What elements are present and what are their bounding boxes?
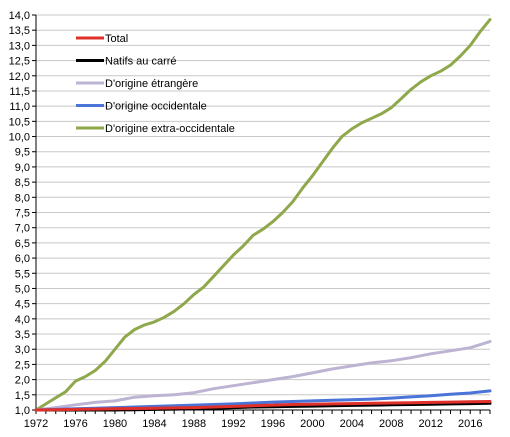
legend: Total Natifs au carré D'origine étrangère D… bbox=[76, 33, 235, 135]
x-tick-label: 1972 bbox=[24, 418, 48, 430]
x-tick-label: 2004 bbox=[340, 418, 364, 430]
series-lines bbox=[34, 18, 492, 412]
y-tick-label: 11,5 bbox=[9, 86, 30, 98]
x-tick-label: 2000 bbox=[300, 418, 324, 430]
y-tick-label: 11,0 bbox=[9, 101, 30, 113]
y-tick-label: 7,5 bbox=[15, 208, 30, 220]
y-tick-label: 3,5 bbox=[15, 329, 30, 341]
y-tick-label: 3,0 bbox=[15, 344, 30, 356]
y-tick-label: 4,5 bbox=[15, 299, 30, 311]
y-tick-label: 13,5 bbox=[9, 25, 30, 37]
legend-label: Natifs au carré bbox=[105, 56, 177, 68]
y-tick-label: 8,5 bbox=[15, 177, 30, 189]
y-tick-label: 2,5 bbox=[15, 359, 30, 371]
y-tick-label: 14,0 bbox=[9, 10, 30, 22]
y-tick-label: 2,0 bbox=[15, 375, 30, 387]
x-axis-ticks: 1972 1976 1980 1984 1988 1992 1996 2000 2004 2008… bbox=[24, 410, 491, 430]
legend-label: D'origine extra-occidentale bbox=[105, 123, 235, 135]
y-tick-label: 10,0 bbox=[9, 132, 30, 144]
y-tick-label: 9,0 bbox=[15, 162, 30, 174]
y-tick-label: 12,0 bbox=[9, 71, 30, 83]
y-tick-label: 10,5 bbox=[9, 116, 30, 128]
y-tick-label: 4,0 bbox=[15, 314, 30, 326]
x-tick-label: 1984 bbox=[142, 418, 166, 430]
x-tick-label: 1996 bbox=[261, 418, 285, 430]
y-tick-label: 1,0 bbox=[15, 405, 30, 417]
series-line bbox=[34, 400, 492, 412]
y-tick-label: 8,0 bbox=[15, 192, 30, 204]
series-line bbox=[34, 18, 492, 412]
y-tick-label: 1,5 bbox=[15, 390, 30, 402]
y-tick-label: 13,0 bbox=[9, 40, 30, 52]
y-tick-label: 6,5 bbox=[15, 238, 30, 250]
y-tick-label: 7,0 bbox=[15, 223, 30, 235]
legend-label: Total bbox=[105, 33, 128, 45]
series-line bbox=[34, 340, 492, 412]
legend-label: D'origine occidentale bbox=[105, 101, 207, 113]
x-tick-label: 1992 bbox=[221, 418, 245, 430]
y-axis-ticks: 1,0 1,5 2,0 2,5 3,0 3,5 4,0 4,5 5,0 5,5 6,0 6,5 7,0 7… bbox=[9, 10, 36, 417]
y-tick-label: 5,5 bbox=[15, 268, 30, 280]
x-tick-label: 1980 bbox=[103, 418, 127, 430]
x-tick-label: 2008 bbox=[379, 418, 403, 430]
x-tick-label: 2012 bbox=[419, 418, 443, 430]
y-tick-label: 9,5 bbox=[15, 147, 30, 159]
x-tick-label: 1988 bbox=[182, 418, 206, 430]
x-tick-label: 1976 bbox=[63, 418, 87, 430]
legend-label: D'origine étrangère bbox=[105, 78, 198, 90]
y-tick-label: 5,0 bbox=[15, 283, 30, 295]
gridlines bbox=[36, 14, 490, 411]
y-tick-label: 12,5 bbox=[9, 56, 30, 68]
x-tick-label: 2016 bbox=[458, 418, 482, 430]
y-tick-label: 6,0 bbox=[15, 253, 30, 265]
